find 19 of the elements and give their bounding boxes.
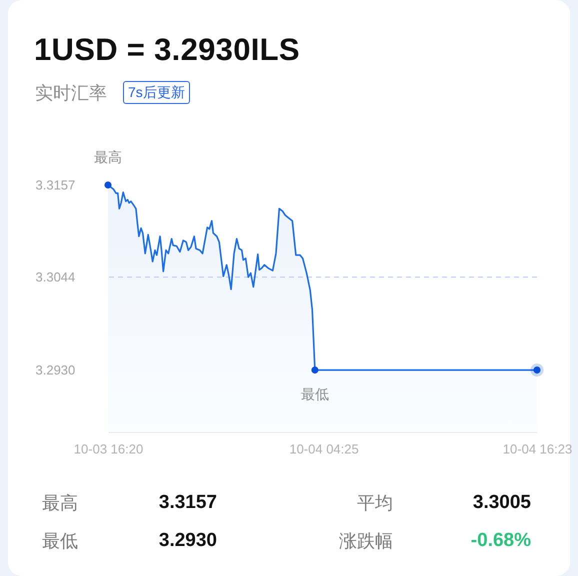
text: -0.68% bbox=[470, 529, 531, 553]
text: 平均 bbox=[357, 492, 393, 515]
text: 3.3005 bbox=[472, 491, 531, 515]
text: 7s后更新 bbox=[123, 81, 190, 104]
text: 3.3157 bbox=[158, 491, 217, 515]
y-tick-label: 3.3157 bbox=[36, 178, 76, 192]
text: 最高 bbox=[42, 492, 78, 515]
y-tick-label: 3.3044 bbox=[36, 270, 76, 285]
annotation: 最高 bbox=[94, 149, 122, 165]
chart-subtitle: 实时汇率 bbox=[35, 82, 107, 105]
chart-title: 1USD = 3.2930ILS bbox=[34, 31, 300, 69]
text: 涨跌幅 bbox=[339, 530, 393, 553]
text: 最低 bbox=[42, 530, 78, 553]
y-tick-label: 3.2930 bbox=[36, 362, 76, 378]
x-tick-label: 10-03 16:20 bbox=[74, 442, 144, 456]
x-tick-label: 10-04 16:23 bbox=[502, 442, 572, 456]
x-tick-label: 10-04 04:25 bbox=[289, 442, 359, 456]
annotation: 最低 bbox=[300, 386, 329, 402]
text: 3.2930 bbox=[158, 529, 217, 553]
